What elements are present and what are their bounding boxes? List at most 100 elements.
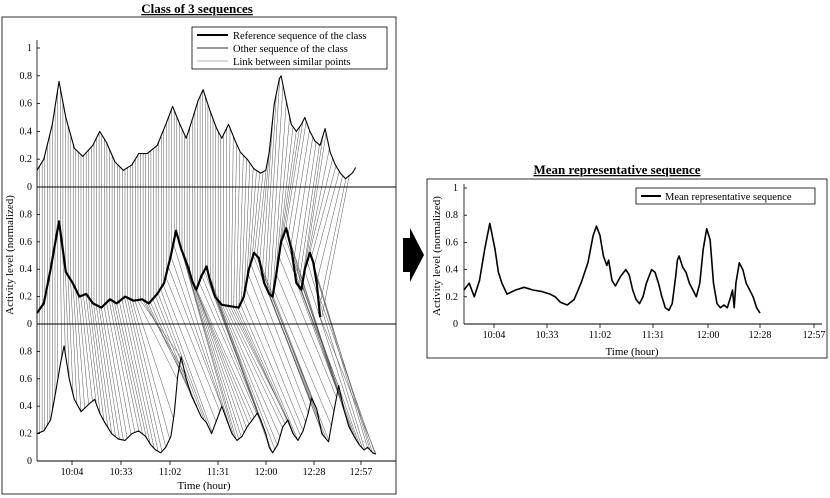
right-legend: Mean representative sequence — [635, 187, 816, 205]
link-line — [285, 121, 304, 230]
y-tick-label: 0.8 — [20, 209, 33, 220]
link-line — [258, 257, 317, 408]
link-line — [152, 298, 201, 416]
link-line — [270, 295, 330, 441]
link-line — [83, 294, 97, 404]
link-line — [103, 305, 128, 439]
link-line — [274, 116, 290, 282]
link-line — [116, 303, 147, 439]
link-line — [299, 287, 358, 442]
right-tick-labels: 0 0.2 0.4 0.6 0.8 1 10:04 10:33 11:02 11:31 12:00 1… — [446, 183, 826, 341]
link-line — [242, 298, 301, 436]
link-line — [62, 248, 66, 355]
link-line — [254, 171, 264, 254]
right-legend-box — [635, 187, 816, 205]
link-line — [316, 175, 343, 283]
link-line — [165, 276, 221, 412]
link-line — [295, 142, 317, 280]
x-tick-label: 12:57 — [350, 467, 373, 478]
right-chart-frame — [426, 178, 828, 359]
link-line — [233, 143, 237, 307]
link-line — [88, 297, 105, 422]
legend-label-reference: Reference sequence of the class — [233, 31, 367, 42]
right-y-axis-label: Activity level (normalized) — [431, 196, 443, 316]
link-line — [95, 304, 116, 437]
left-chart-title: Class of 3 sequences — [141, 1, 253, 16]
right-axes — [463, 184, 822, 325]
link-line — [230, 136, 234, 307]
link-line — [318, 178, 347, 309]
left-x-axis-label: Time (hour) — [177, 480, 230, 492]
link-line — [137, 299, 178, 380]
link-line — [317, 291, 376, 454]
mean-sequence-line — [463, 222, 761, 314]
link-line — [268, 292, 327, 440]
link-line — [300, 136, 324, 290]
link-line — [77, 294, 89, 405]
y-tick-label: 0 — [453, 319, 458, 330]
y-tick-label: 1 — [27, 43, 32, 54]
other-sequence-top-line — [36, 75, 357, 180]
link-line — [173, 243, 232, 432]
y-tick-label: 0.2 — [446, 292, 459, 303]
link-line — [280, 131, 297, 247]
link-line — [321, 175, 350, 318]
link-line — [305, 148, 330, 265]
link-line — [108, 300, 136, 433]
right-x-axis-label: Time (hour) — [605, 346, 658, 358]
link-line — [162, 284, 217, 422]
link-line — [240, 304, 299, 441]
link-line — [228, 127, 231, 306]
link-line — [155, 296, 205, 421]
y-tick-label: 0.4 — [20, 264, 33, 275]
x-tick-label: 10:04 — [61, 467, 84, 478]
y-tick-label: 0.8 — [20, 346, 33, 357]
link-line — [134, 300, 174, 419]
link-line — [225, 128, 227, 306]
y-tick-label: 0.2 — [20, 429, 33, 440]
other-sequence-bottom-line — [36, 345, 377, 455]
right-chart-title: Mean representative sequence — [533, 162, 700, 177]
link-line — [234, 306, 294, 434]
link-line — [93, 303, 112, 434]
y-tick-label: 0.6 — [20, 99, 33, 110]
link-line — [206, 267, 265, 430]
left-chart: Class of 3 sequences 00.20.40.60.8100.20… — [1, 1, 397, 495]
y-tick-label: 0.4 — [20, 126, 33, 137]
link-line — [276, 273, 335, 412]
y-tick-label: 0.6 — [20, 374, 33, 385]
link-line — [111, 300, 140, 431]
link-line — [191, 277, 250, 425]
link-line — [80, 295, 93, 402]
link-line — [265, 286, 324, 436]
y-tick-label: 0.2 — [20, 292, 33, 303]
x-tick-label: 12:00 — [697, 330, 720, 341]
link-line — [237, 307, 296, 437]
y-tick-label: 0.4 — [446, 265, 459, 276]
link-line — [264, 93, 277, 285]
link-line — [269, 85, 284, 295]
link-line — [67, 275, 74, 395]
y-tick-label: 0 — [27, 182, 32, 193]
x-tick-label: 10:33 — [110, 467, 133, 478]
link-line — [98, 306, 120, 440]
link-line — [167, 266, 224, 412]
link-line — [282, 126, 300, 237]
link-line — [85, 293, 101, 414]
legend-label-other: Other sequence of the class — [233, 44, 348, 55]
link-line — [256, 166, 267, 257]
link-line — [178, 239, 237, 440]
link-line — [196, 289, 255, 418]
link-line — [59, 229, 62, 359]
link-line — [308, 158, 333, 257]
link-line — [147, 302, 194, 399]
link-line — [160, 288, 213, 433]
link-line — [311, 165, 337, 258]
left-chart-frame — [1, 16, 397, 495]
link-line — [273, 289, 332, 426]
x-tick-label: 12:28 — [749, 330, 772, 341]
right-arrow-icon — [403, 228, 424, 282]
link-line — [303, 132, 327, 277]
link-line — [298, 144, 320, 286]
link-line — [126, 297, 163, 452]
